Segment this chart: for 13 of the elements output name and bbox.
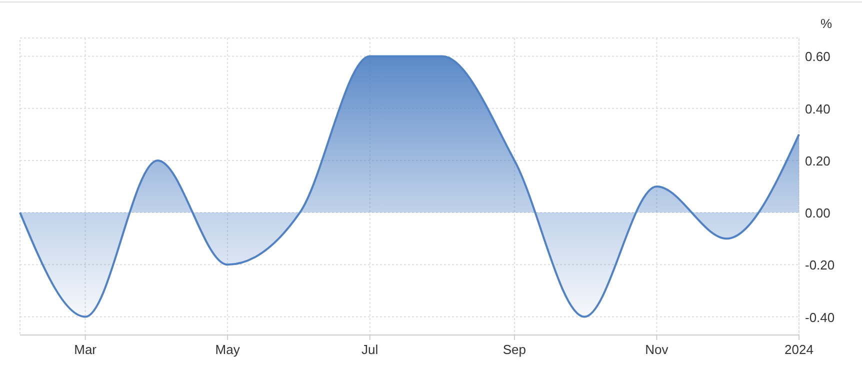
x-tick-label: May bbox=[215, 342, 240, 357]
y-tick-label: 0.00 bbox=[805, 206, 830, 221]
y-axis-title: % bbox=[820, 16, 832, 31]
y-tick-label: -0.20 bbox=[805, 258, 835, 273]
y-tick-label: 0.40 bbox=[805, 101, 830, 116]
x-tick-label: Nov bbox=[645, 342, 669, 357]
y-tick-label: 0.20 bbox=[805, 153, 830, 168]
y-tick-label: -0.40 bbox=[805, 310, 835, 325]
x-tick-label: Jul bbox=[362, 342, 378, 357]
y-tick-label: 0.60 bbox=[805, 49, 830, 64]
x-tick-label: Mar bbox=[74, 342, 98, 357]
x-tick-label: 2024 bbox=[784, 342, 814, 357]
x-tick-label: Sep bbox=[502, 342, 526, 357]
